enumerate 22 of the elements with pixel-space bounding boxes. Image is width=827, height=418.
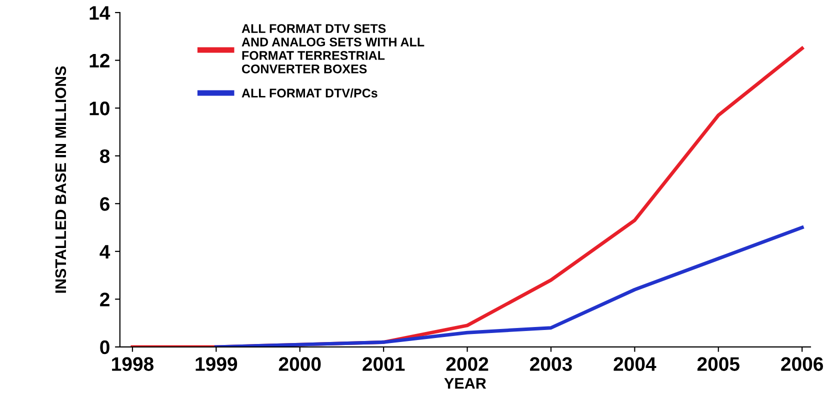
x-tick-label: 2001 xyxy=(362,357,405,371)
x-tick-label: 2006 xyxy=(781,357,824,371)
y-tick-label: 4 xyxy=(100,245,110,258)
y-tick-label: 12 xyxy=(90,54,110,68)
x-tick-label: 2002 xyxy=(446,357,488,371)
x-tick-label: 1999 xyxy=(196,357,238,371)
y-tick-label: 0 xyxy=(100,340,110,354)
y-tick-label: 14 xyxy=(90,6,110,20)
y-tick-label: 6 xyxy=(100,197,110,211)
line-series xyxy=(214,226,804,347)
x-tick-label: 1998 xyxy=(112,357,154,371)
y-tick-label: 8 xyxy=(100,149,110,164)
legend-label: ALL FORMAT DTV/PCs xyxy=(242,88,378,98)
y-tick-label: 2 xyxy=(100,292,110,306)
x-axis-title: YEAR xyxy=(444,378,486,389)
x-tick-label: 2003 xyxy=(530,357,572,371)
legend-label: ALL FORMAT DTV SETS AND ANALOG SETS WITH ALL FORMAT TERRESTRIAL CONVERTER BOXES xyxy=(242,24,424,74)
x-tick-label: 2004 xyxy=(614,357,656,371)
y-axis-title: INSTALLED BASE IN MILLIONS xyxy=(55,66,66,293)
y-tick-label: 10 xyxy=(90,102,110,116)
x-tick-label: 2005 xyxy=(697,357,740,371)
x-tick-label: 2000 xyxy=(278,357,321,371)
